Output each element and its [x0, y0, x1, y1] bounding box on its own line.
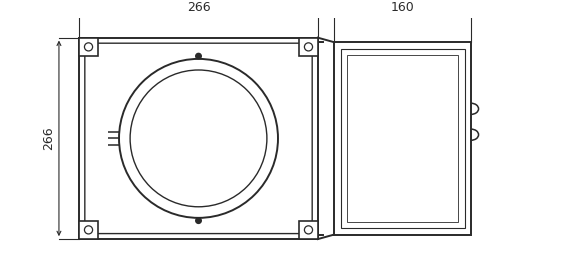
Bar	[79, 38, 98, 56]
Text: 160: 160	[391, 1, 415, 14]
Text: 266: 266	[187, 1, 211, 14]
Circle shape	[85, 226, 93, 234]
FancyBboxPatch shape	[85, 43, 312, 234]
Text: 266: 266	[42, 127, 55, 150]
Circle shape	[85, 43, 93, 51]
Bar	[347, 55, 458, 221]
Bar	[79, 221, 98, 239]
Circle shape	[195, 218, 201, 224]
Bar	[341, 49, 465, 228]
Circle shape	[119, 59, 278, 218]
Bar	[334, 42, 471, 234]
Circle shape	[304, 226, 313, 234]
Bar	[299, 38, 318, 56]
Circle shape	[130, 70, 267, 207]
Circle shape	[195, 53, 201, 59]
Circle shape	[304, 43, 313, 51]
Bar	[299, 221, 318, 239]
Bar	[79, 38, 318, 239]
